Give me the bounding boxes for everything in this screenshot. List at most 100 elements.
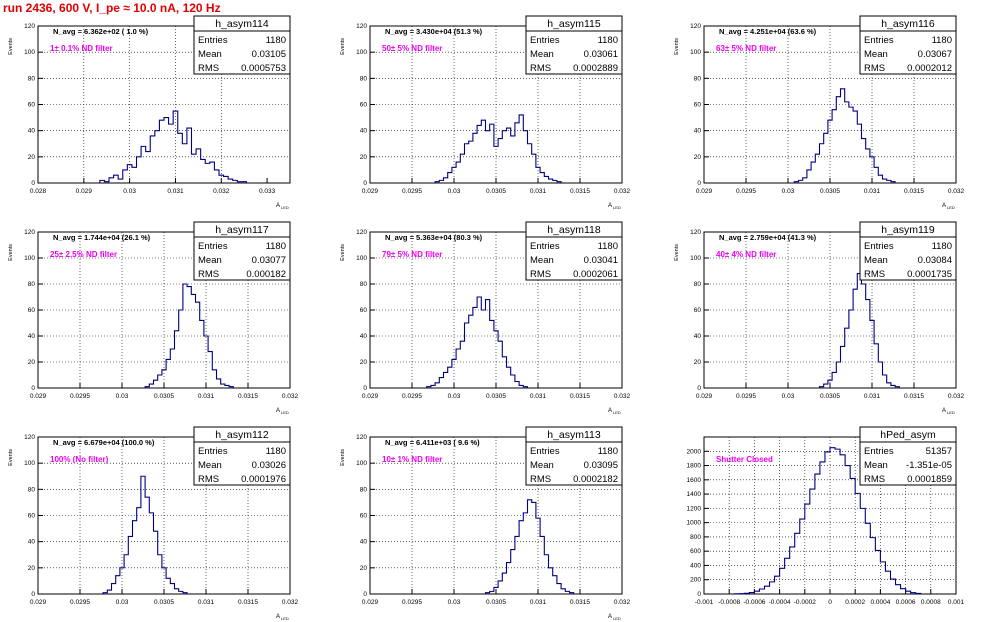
y-tick-label: 20: [28, 154, 36, 161]
y-tick-label: 100: [690, 255, 701, 262]
x-tick-label: 0.03: [116, 599, 129, 606]
stats-value-mean: 0.03041: [584, 255, 618, 266]
stats-label-entries: Entries: [530, 241, 560, 252]
y-tick-label: 120: [690, 23, 701, 30]
x-tick-label: 0.032: [948, 188, 965, 195]
y-tick-label: 20: [694, 359, 702, 366]
x-tick-label: 0.031: [167, 188, 184, 195]
y-tick-label: 400: [690, 562, 701, 569]
histogram-series: [426, 296, 529, 388]
stats-value-rms: 0.000182: [246, 269, 286, 280]
x-tick-label: 0.0315: [904, 393, 924, 400]
x-tick-label: 0.0002: [845, 599, 865, 606]
stats-value-rms: 0.0002889: [573, 63, 618, 74]
x-tick-label: 0.0295: [736, 393, 756, 400]
x-tick-label: -0.001: [695, 599, 714, 606]
y-tick-label: 100: [690, 49, 701, 56]
y-tick-label: 20: [694, 154, 702, 161]
stats-label-rms: RMS: [530, 269, 551, 280]
stats-value-entries: 1180: [266, 35, 286, 46]
y-axis-label: Events: [340, 244, 346, 261]
stats-label-entries: Entries: [198, 241, 228, 252]
histogram-series: [144, 283, 234, 388]
y-tick-label: 100: [24, 49, 35, 56]
y-tick-label: 80: [360, 281, 368, 288]
y-tick-label: 20: [28, 359, 36, 366]
x-tick-label: 0.032: [282, 599, 299, 606]
x-tick-label: 0.031: [530, 188, 547, 195]
y-tick-label: 60: [28, 513, 36, 520]
histogram-series: [818, 273, 900, 388]
x-tick-label: 0.032: [282, 393, 299, 400]
stats-title: h_asym115: [547, 18, 601, 30]
stats-value-rms: 0.0005753: [241, 63, 286, 74]
stats-value-mean: 0.03105: [252, 49, 286, 60]
y-tick-label: 0: [363, 180, 367, 187]
y-tick-label: 100: [24, 255, 35, 262]
x-tick-label: 0.0315: [570, 393, 590, 400]
filter-label: 63± 5% ND filter: [716, 44, 776, 53]
n-avg-label: N_avg = 1.744e+04 (26.1 %): [53, 233, 151, 242]
stats-value-entries: 1180: [598, 446, 618, 457]
page-title: run 2436, 600 V, I_pe ≈ 10.0 nA, 120 Hz: [3, 1, 221, 15]
filter-label: 100% (No filter): [50, 455, 109, 464]
x-tick-label: 0.03: [123, 188, 136, 195]
filter-label: 1± 0.1% ND filter: [50, 44, 113, 53]
stats-label-rms: RMS: [530, 63, 551, 74]
stats-label-rms: RMS: [198, 474, 219, 485]
stats-value-mean: 0.03095: [584, 460, 618, 471]
x-tick-label: 0.031: [864, 188, 881, 195]
filter-label: 25± 2.5% ND filter: [50, 250, 117, 259]
y-tick-label: 0: [31, 591, 35, 598]
x-tick-label: 0.029: [362, 599, 379, 606]
stats-label-mean: Mean: [530, 49, 554, 60]
y-tick-label: 1400: [687, 491, 702, 498]
stats-value-mean: 0.03084: [918, 255, 952, 266]
filter-label: 10± 1% ND filter: [382, 455, 442, 464]
stats-box: [859, 221, 957, 281]
y-tick-label: 120: [356, 23, 367, 30]
x-tick-label: 0.03: [448, 188, 461, 195]
x-tick-label: 0.0305: [154, 393, 174, 400]
stats-value-entries: 1180: [266, 446, 286, 457]
stats-value-mean: 0.03077: [252, 255, 286, 266]
y-tick-label: 60: [360, 102, 368, 109]
x-tick-label: 0.031: [864, 393, 881, 400]
histogram-panel-h_asym118: 0.029 0.0295 0.03 0.0305 0.031 0.0315 0.032 0 20…: [340, 221, 631, 415]
stats-value-rms: 0.0001735: [907, 269, 952, 280]
x-tick-label: 0.03: [448, 393, 461, 400]
stats-value-rms: 0.0001859: [907, 474, 952, 485]
y-tick-label: 0: [31, 385, 35, 392]
x-tick-label: 0.0305: [486, 188, 506, 195]
y-tick-label: 0: [697, 591, 701, 598]
stats-value-entries: 1180: [932, 241, 952, 252]
stats-label-mean: Mean: [530, 255, 554, 266]
y-tick-label: 200: [690, 577, 701, 584]
stats-value-rms: 0.0002061: [573, 269, 618, 280]
x-tick-label: -0.0008: [718, 599, 740, 606]
stats-title: hPed_asym: [880, 429, 936, 441]
y-tick-label: 60: [360, 513, 368, 520]
stats-label-entries: Entries: [198, 35, 228, 46]
stats-value-entries: 1180: [266, 241, 286, 252]
y-tick-label: 100: [356, 460, 367, 467]
y-tick-label: 60: [694, 102, 702, 109]
stats-value-entries: 1180: [598, 241, 618, 252]
stats-label-entries: Entries: [864, 241, 894, 252]
y-tick-label: 20: [360, 565, 368, 572]
x-axis-label: ALED: [942, 408, 955, 415]
x-axis-label: ALED: [942, 203, 955, 210]
n-avg-label: N_avg = 6.362e+02 ( 1.0 %): [53, 27, 149, 36]
histogram-series: [733, 447, 922, 595]
y-tick-label: 0: [697, 180, 701, 187]
stats-value-rms: 0.0002182: [573, 474, 618, 485]
y-tick-label: 80: [360, 486, 368, 493]
histogram-series: [434, 114, 562, 183]
y-tick-label: 800: [690, 534, 701, 541]
filter-label: 50± 5% ND filter: [382, 44, 442, 53]
x-tick-label: 0.031: [198, 599, 215, 606]
x-tick-label: 0.031: [198, 393, 215, 400]
histogram-series: [793, 88, 896, 183]
stats-label-mean: Mean: [198, 49, 222, 60]
